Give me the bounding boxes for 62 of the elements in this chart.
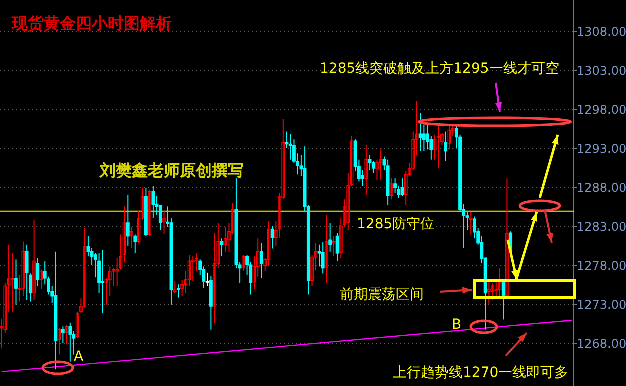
y-tick-label: 1293.00 <box>577 142 626 156</box>
text: 现货黄金四小时图解析 <box>11 14 172 33</box>
ref-line-label: 1285防守位 <box>357 216 435 232</box>
candlestick <box>65 324 68 346</box>
y-tick-label: 1273.00 <box>577 298 626 312</box>
candlestick <box>130 226 134 248</box>
candlestick <box>162 210 166 234</box>
candlestick <box>361 169 365 187</box>
candlestick <box>444 131 448 162</box>
y-tick-label: 1288.00 <box>577 180 626 195</box>
candlestick <box>400 178 404 198</box>
candlestick <box>68 322 72 362</box>
candlestick <box>32 219 36 301</box>
candlestick <box>177 284 180 298</box>
candlestick <box>134 234 138 254</box>
candlestick <box>506 178 509 297</box>
candlestick <box>469 212 473 236</box>
candlestick <box>173 281 177 294</box>
candlestick <box>224 226 228 252</box>
candlestick <box>260 242 264 279</box>
candlestick <box>191 256 195 282</box>
candlestick <box>58 328 62 356</box>
candlestick <box>220 238 224 258</box>
candlestick <box>394 178 397 194</box>
candlestick <box>491 282 494 301</box>
candlestick <box>206 272 210 287</box>
y-tick-label: 1268.00 <box>577 336 626 351</box>
y-tick-label: 1298.00 <box>577 102 626 117</box>
annotation: 前期震荡区间 <box>340 287 424 303</box>
annotation: B <box>452 317 462 333</box>
candlestick <box>14 259 18 306</box>
y-tick-label: 1278.00 <box>577 258 626 273</box>
candlestick <box>487 281 491 306</box>
annotation: 上行趋势线1270一线即可多 <box>393 365 569 381</box>
candlestick <box>379 149 383 181</box>
candlestick <box>101 250 105 314</box>
candlestick <box>418 112 422 152</box>
candlestick <box>40 269 44 290</box>
candlestick <box>36 258 40 287</box>
candlestick <box>126 194 130 247</box>
candlestick <box>288 134 292 160</box>
candlestick <box>242 254 246 272</box>
candlestick <box>148 190 152 237</box>
candlestick <box>368 154 372 170</box>
candlestick <box>152 186 156 219</box>
candlestick <box>448 126 452 150</box>
candlestick <box>25 244 29 301</box>
candlestick <box>61 326 65 344</box>
candlestick <box>498 268 502 297</box>
y-tick-label: 1303.00 <box>577 64 626 78</box>
candlestick <box>328 222 332 252</box>
annotation: A <box>74 349 84 365</box>
candlestick <box>325 214 328 284</box>
candlestick <box>390 178 394 200</box>
candlestick <box>364 144 368 196</box>
annotation: 刘樊鑫老师原创撰写 <box>99 161 244 180</box>
candlestick <box>270 226 274 250</box>
candlestick <box>321 242 325 274</box>
annotation: 1285线突破触及上方1295一线才可空 <box>320 61 560 77</box>
candlestick <box>436 124 440 169</box>
y-tick-label: 1283.00 <box>577 220 626 234</box>
y-tick-label: 1308.00 <box>577 24 626 39</box>
